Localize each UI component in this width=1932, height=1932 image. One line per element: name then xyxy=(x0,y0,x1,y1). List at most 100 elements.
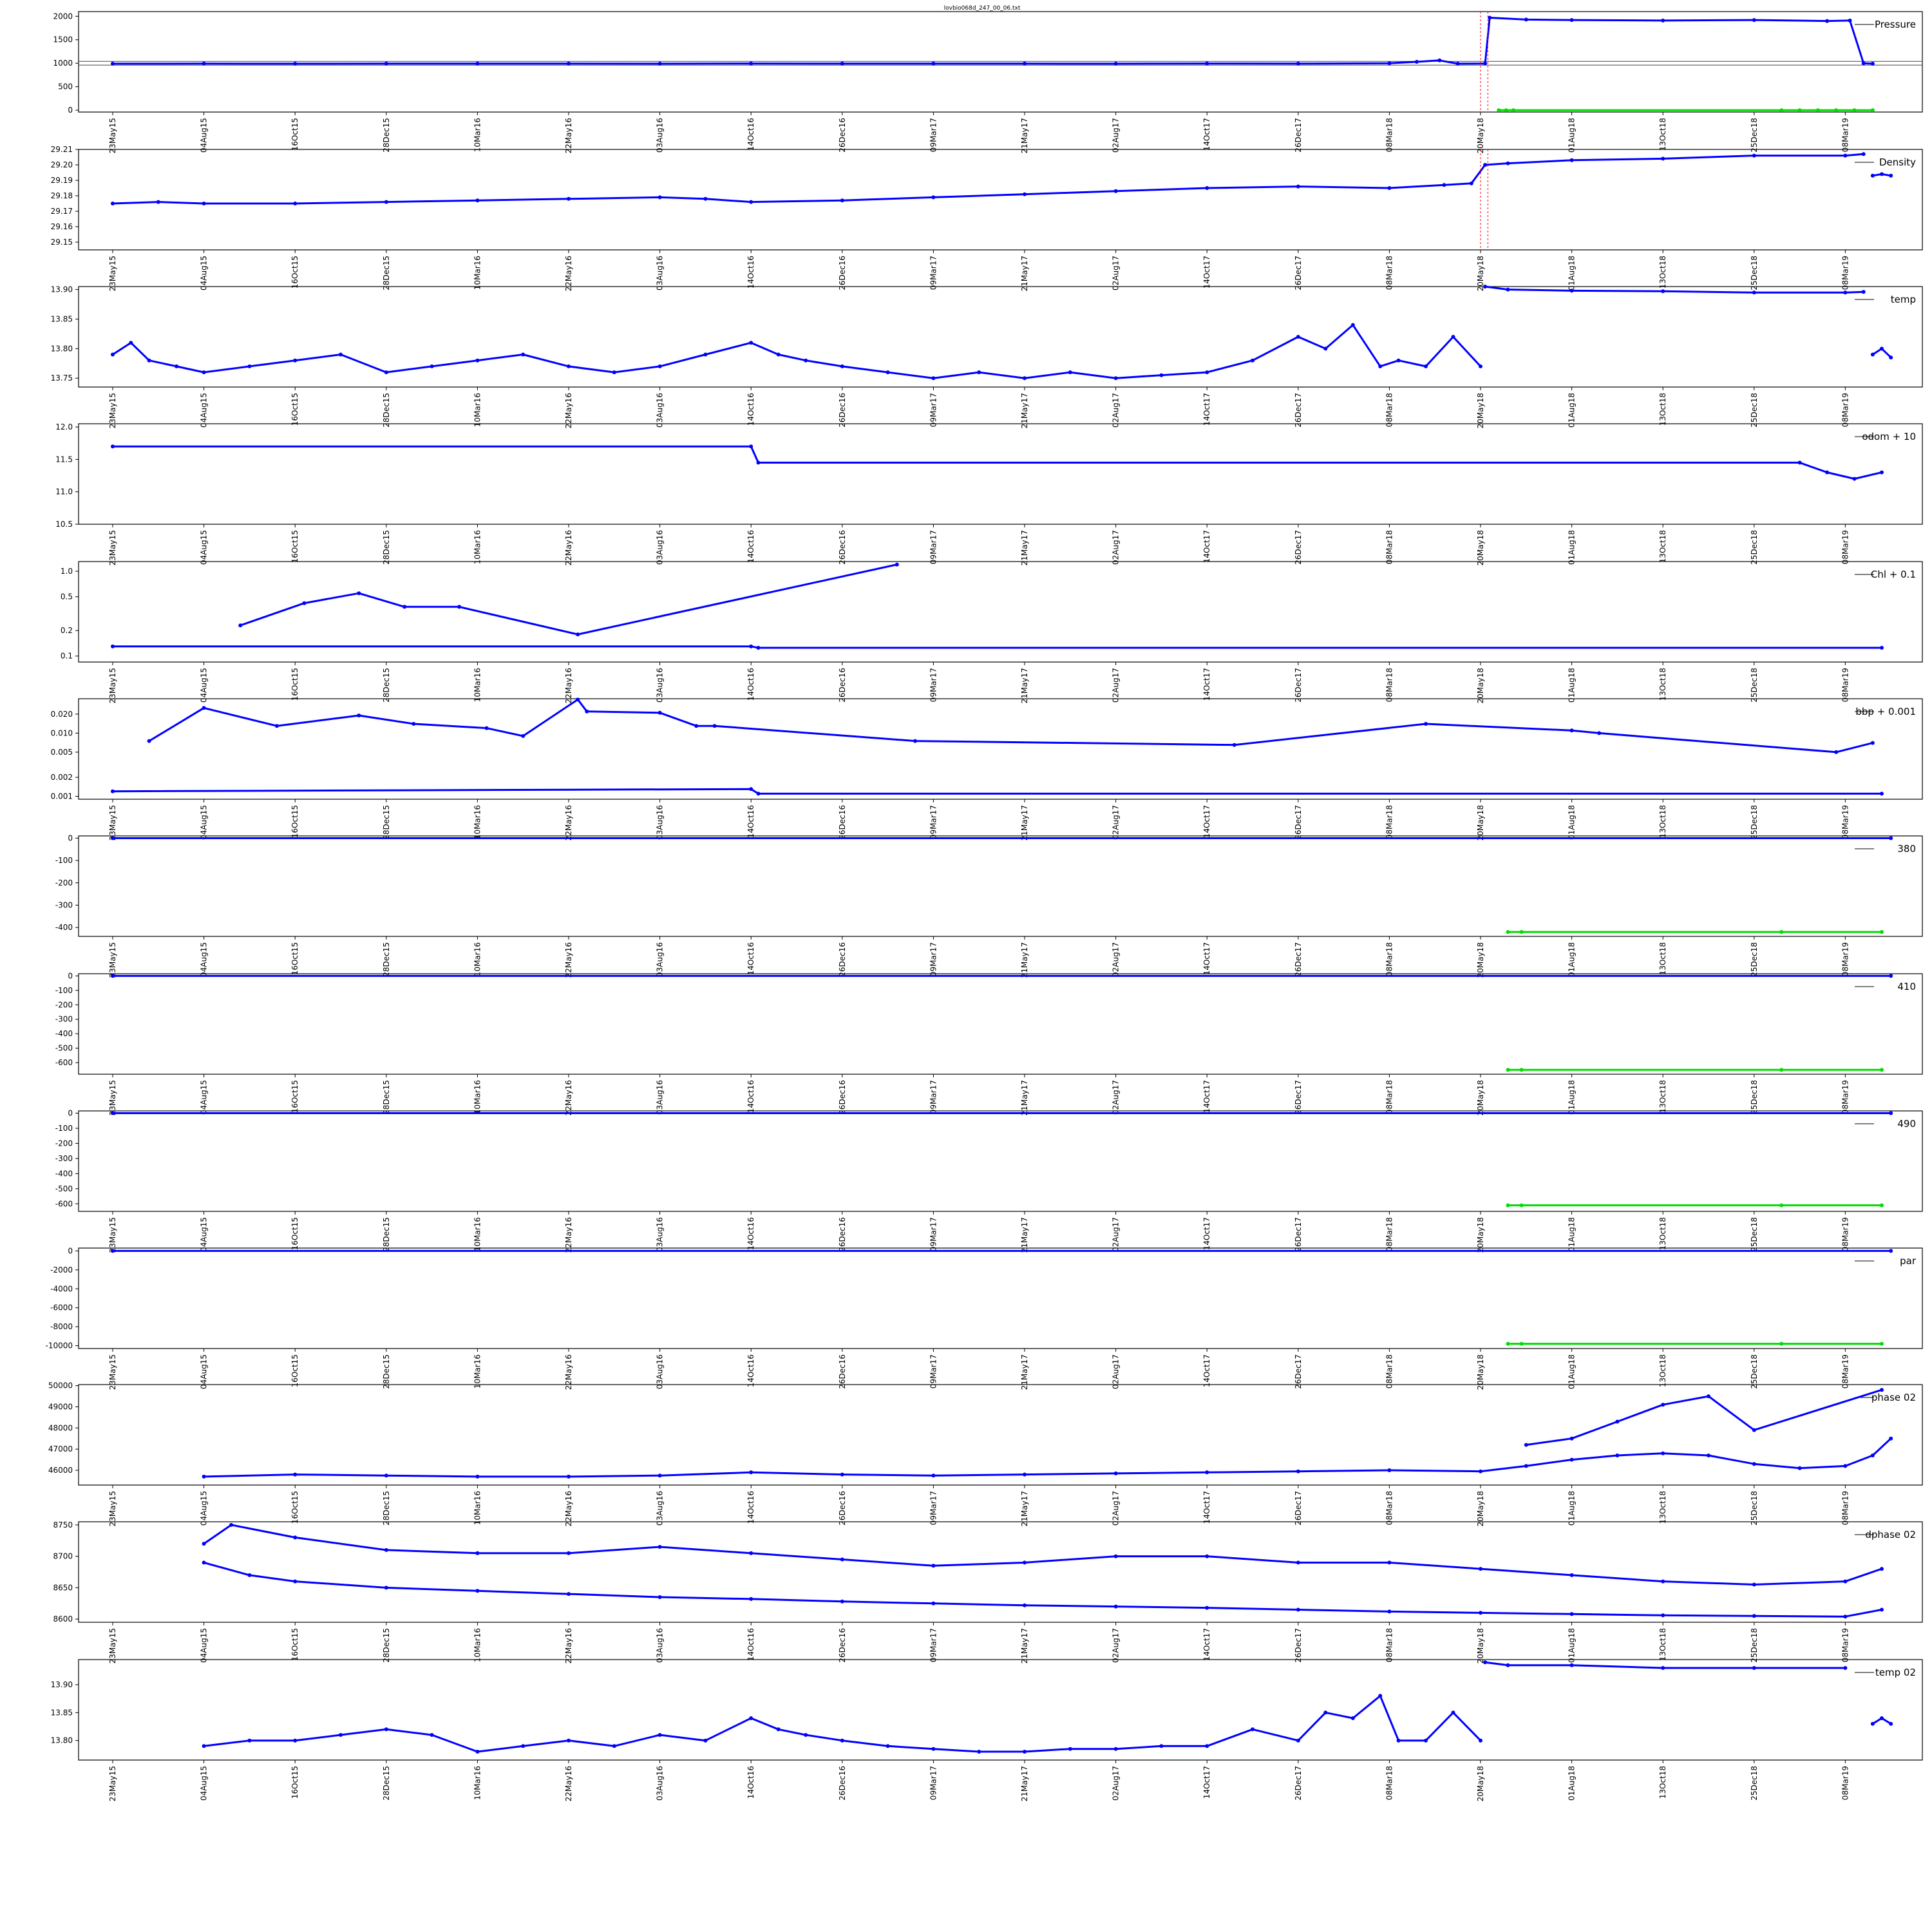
y-tick-label: 12.0 xyxy=(55,422,73,431)
data-point xyxy=(339,1733,343,1737)
data-point xyxy=(567,1592,571,1596)
data-point xyxy=(384,61,388,66)
x-tick-label: 21May17 xyxy=(1020,668,1029,703)
x-tick-label: 08Mar18 xyxy=(1385,530,1394,564)
data-point xyxy=(1779,1203,1784,1208)
panel-12: 13.80 13.85 13.90 23May15 04Aug15 16Oct15 28De… xyxy=(51,1659,1923,1801)
x-tick-label: 08Mar19 xyxy=(1841,1491,1850,1525)
data-point xyxy=(1880,1567,1884,1571)
x-tick-label: 08Mar19 xyxy=(1841,1217,1850,1251)
data-point xyxy=(1424,722,1428,726)
data-point xyxy=(357,591,361,596)
y-tick-label: -300 xyxy=(55,1154,73,1163)
data-point xyxy=(475,61,480,66)
data-point xyxy=(202,202,206,205)
data-point xyxy=(1779,108,1784,113)
data-point xyxy=(1442,183,1446,187)
data-point xyxy=(576,632,580,637)
data-point xyxy=(521,1744,526,1748)
y-tick-label: 49000 xyxy=(48,1402,73,1411)
panel-frame xyxy=(78,149,1923,251)
x-tick-label: 10Mar16 xyxy=(473,1080,482,1114)
x-tick-label: 23May15 xyxy=(108,1628,117,1663)
x-tick-label: 14Oct16 xyxy=(746,942,755,975)
legend-label: odom + 10 xyxy=(1862,431,1916,442)
data-point xyxy=(567,1551,571,1555)
data-point xyxy=(1752,1582,1756,1587)
x-tick-label: 25Dec18 xyxy=(1750,805,1759,840)
data-point xyxy=(1483,285,1488,289)
x-tick-label: 16Oct15 xyxy=(290,393,299,426)
x-tick-label: 28Dec15 xyxy=(382,1217,391,1252)
x-tick-label: 25Dec18 xyxy=(1750,1080,1759,1115)
x-tick-label: 16Oct15 xyxy=(290,1354,299,1387)
x-tick-label: 16Oct15 xyxy=(290,942,299,975)
data-point xyxy=(840,198,844,203)
data-point xyxy=(1205,61,1209,66)
x-tick-label: 04Aug15 xyxy=(200,1766,209,1801)
data-point xyxy=(1519,1068,1524,1072)
panel-4: 0.1 0.2 0.5 1.0 23May15 04Aug15 16Oct15 28Dec15… xyxy=(61,561,1923,703)
x-tick-label: 02Aug17 xyxy=(1112,393,1121,428)
x-tick-label: 01Aug18 xyxy=(1567,530,1577,565)
data-point xyxy=(1251,1727,1255,1732)
data-point xyxy=(1506,1068,1510,1072)
x-tick-label: 09Mar17 xyxy=(929,1766,938,1800)
data-point xyxy=(1113,1471,1118,1475)
x-tick-label: 26Dec17 xyxy=(1294,1217,1303,1252)
x-tick-label: 23May15 xyxy=(108,1766,117,1801)
x-tick-label: 01Aug18 xyxy=(1567,118,1577,153)
data-point xyxy=(1870,173,1875,178)
data-point xyxy=(756,791,761,796)
data-point xyxy=(1479,364,1482,368)
legend-label: temp xyxy=(1891,294,1916,305)
data-point xyxy=(1296,1560,1300,1565)
data-point xyxy=(1205,1554,1209,1558)
x-tick-label: 09Mar17 xyxy=(929,1354,938,1388)
y-tick-label: 8750 xyxy=(53,1520,73,1530)
data-point xyxy=(931,1601,936,1605)
x-tick-label: 20May18 xyxy=(1476,1217,1485,1253)
x-tick-label: 22May16 xyxy=(564,256,573,291)
data-point xyxy=(1519,1203,1524,1208)
data-point xyxy=(931,1473,936,1478)
x-tick-label: 26Dec17 xyxy=(1294,668,1303,703)
data-point xyxy=(749,200,753,204)
y-tick-label: 13.90 xyxy=(51,1680,73,1689)
x-tick-label: 22May16 xyxy=(564,1766,573,1801)
x-tick-label: 14Oct17 xyxy=(1202,118,1211,151)
data-point xyxy=(1113,1604,1118,1609)
x-tick-label: 08Mar18 xyxy=(1385,1354,1394,1388)
x-tick-label: 14Oct16 xyxy=(746,256,755,289)
x-tick-label: 09Mar17 xyxy=(929,1491,938,1525)
y-tick-label: 50000 xyxy=(48,1381,73,1390)
y-tick-label: 8700 xyxy=(53,1552,73,1561)
y-tick-label: -200 xyxy=(55,1000,73,1009)
data-point xyxy=(202,1542,206,1546)
data-point xyxy=(339,352,343,357)
x-tick-label: 08Mar19 xyxy=(1841,668,1850,702)
data-point xyxy=(567,196,571,201)
x-tick-label: 08Mar19 xyxy=(1841,530,1850,564)
panel-frame xyxy=(78,698,1923,800)
data-point xyxy=(749,1716,753,1720)
x-tick-label: 23May15 xyxy=(108,118,117,153)
data-point xyxy=(658,1733,662,1737)
x-tick-label: 28Dec15 xyxy=(382,393,391,428)
x-tick-label: 03Aug16 xyxy=(656,668,665,703)
y-tick-label: -4000 xyxy=(50,1284,73,1293)
x-tick-label: 02Aug17 xyxy=(1112,1628,1121,1663)
data-point xyxy=(1661,1613,1665,1618)
x-tick-label: 13Oct18 xyxy=(1658,118,1667,151)
data-point xyxy=(1569,1573,1574,1577)
data-point xyxy=(1843,1579,1848,1584)
data-point xyxy=(1880,470,1884,475)
x-tick-label: 14Oct17 xyxy=(1202,1080,1211,1113)
y-tick-label: -6000 xyxy=(50,1303,73,1312)
data-point xyxy=(1023,1603,1027,1607)
x-tick-label: 14Oct17 xyxy=(1202,1628,1211,1661)
data-point xyxy=(384,1727,388,1732)
data-point xyxy=(1870,1454,1875,1457)
data-point xyxy=(931,1564,936,1568)
data-point xyxy=(1848,18,1852,23)
